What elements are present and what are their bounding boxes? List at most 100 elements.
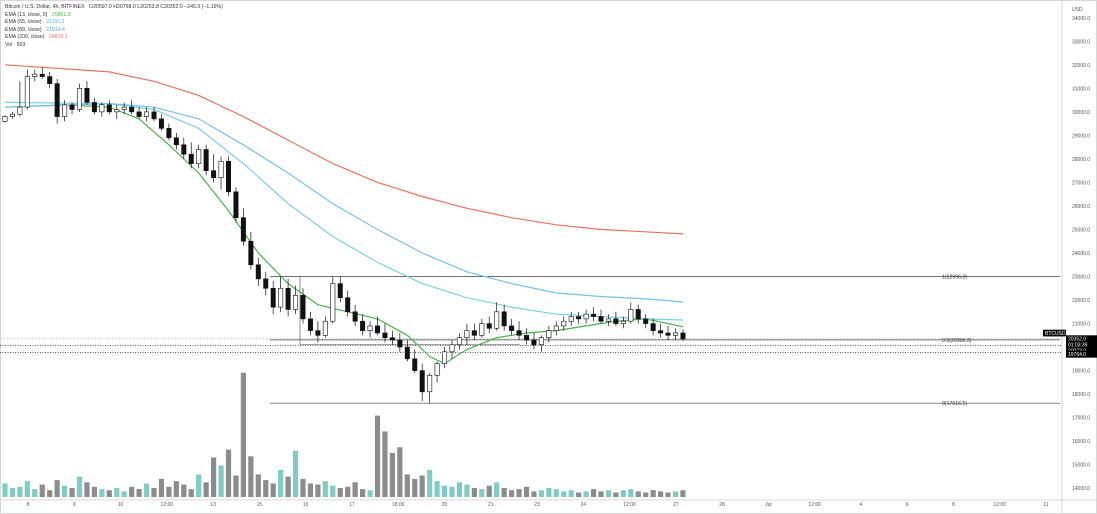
volume-bar [263, 480, 269, 497]
candle-body [233, 191, 239, 219]
volume-bar [419, 475, 425, 497]
volume-bar [501, 487, 507, 497]
candle-body [404, 346, 410, 360]
volume-bar [531, 491, 537, 497]
price-axis-tick: 29000.0 [1072, 133, 1090, 139]
volume-bar [136, 489, 142, 497]
volume-bar [62, 485, 68, 497]
candle-body [248, 240, 254, 266]
volume-bar [143, 483, 150, 497]
price-axis-tick: 19000.0 [1072, 369, 1090, 375]
level-tag-bg [1066, 350, 1097, 358]
volume-bar [382, 431, 388, 497]
candle-body [166, 128, 172, 139]
candle-body [523, 335, 529, 341]
candle-body [419, 370, 425, 393]
ohlc-values: O20597.0 H20768.0 L20253.8 C20352.0 −245… [89, 4, 223, 10]
volume-bar [203, 482, 209, 497]
candle-body [605, 318, 611, 322]
candle-body [352, 311, 358, 322]
candle-body [538, 337, 544, 346]
volume-bar [479, 489, 485, 497]
candle-body [158, 118, 164, 129]
ema-line [4, 101, 684, 321]
time-axis-tick: 21 [488, 502, 494, 508]
candle-body [69, 104, 75, 110]
volume-bar [225, 449, 232, 497]
volume-bar [456, 482, 463, 497]
candle-body [211, 170, 217, 179]
volume-bar [166, 486, 172, 497]
candle-body [39, 73, 45, 77]
candle-body [613, 318, 619, 324]
volume-bar [590, 489, 597, 497]
fib-label: 1(22996.0) [942, 275, 967, 281]
volume-bar [121, 491, 127, 497]
time-axis-tick: Jul [765, 502, 771, 508]
time-axis-tick: 12:00 [161, 502, 174, 508]
countdown-tag: 01:03:39 [1068, 342, 1088, 348]
candle-body [576, 316, 582, 320]
volume-bar [538, 490, 544, 497]
volume-bar [322, 481, 328, 497]
symbol-title: Bitcoin / U.S. Dollar, 4h, BITFINEX [5, 4, 85, 10]
time-axis-tick: 8 [952, 502, 955, 508]
ema-line [4, 102, 684, 303]
volume-bar [248, 456, 254, 497]
legend-volume[interactable]: Vol 503 [5, 42, 223, 50]
candle-body [91, 102, 97, 113]
volume-bar [24, 481, 30, 497]
volume-bar [523, 486, 530, 497]
volume-bar [173, 481, 179, 497]
candle-body [240, 217, 246, 242]
time-axis-tick: 20 [442, 502, 448, 508]
price-axis-tick: 14000.0 [1072, 486, 1090, 492]
candle-body [643, 318, 649, 324]
volume-bar [39, 484, 45, 497]
candle-body [151, 111, 157, 120]
price-axis-tick: 30000.0 [1072, 110, 1090, 116]
legend-ema13[interactable]: EMA (13, close, 0) 20861.9 [5, 12, 223, 20]
candle-body [129, 106, 135, 113]
volume-bar [449, 486, 455, 497]
legend-ema200[interactable]: EMA (200, close) 24810.1 [5, 34, 223, 42]
volume-bar [672, 491, 679, 497]
volume-bar [84, 482, 90, 497]
chart-legend: Bitcoin / U.S. Dollar, 4h, BITFINEX O205… [5, 4, 223, 50]
price-axis-tick: 23000.0 [1072, 275, 1090, 281]
volume-bar [471, 487, 477, 497]
candle-body [531, 339, 537, 346]
candle-body [591, 313, 597, 317]
candle-body [218, 160, 224, 179]
volume-bar [561, 491, 567, 497]
price-axis-tick: 28000.0 [1072, 157, 1090, 163]
volume-bar [188, 489, 194, 497]
candle-body [47, 76, 53, 84]
volume-bar [233, 475, 239, 497]
candle-body [300, 295, 306, 320]
candle-body [546, 330, 552, 338]
candle-body [2, 116, 8, 122]
volume-bar [650, 490, 656, 497]
price-axis-tick: 22000.0 [1072, 298, 1090, 304]
candle-body [620, 320, 626, 324]
candle-body [479, 323, 485, 336]
candle-body [106, 104, 112, 113]
candle-body [293, 295, 299, 310]
candle-body [263, 278, 269, 289]
volume-bar [218, 465, 224, 497]
legend-ema55[interactable]: EMA (55, close) 21150.3 [5, 19, 223, 27]
time-axis-tick: 12:00 [623, 502, 636, 508]
legend-ema89[interactable]: EMA (89, close) 21919.4 [5, 27, 223, 35]
candle-body [181, 144, 187, 155]
candle-body [680, 332, 686, 340]
level-tag: 19764.0 [1068, 352, 1086, 358]
volume-bar [211, 457, 217, 497]
volume-bar [628, 489, 634, 497]
volume-bar [181, 484, 187, 497]
candle-body [374, 325, 380, 334]
candle-body [494, 311, 500, 329]
time-axis-tick: 13 [210, 502, 216, 508]
